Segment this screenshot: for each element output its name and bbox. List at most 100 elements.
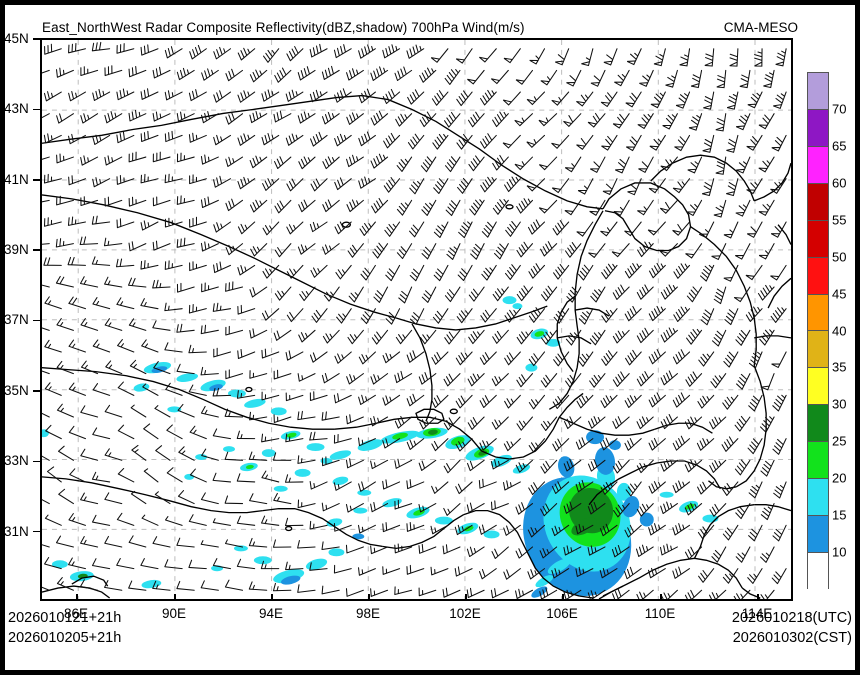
- wind-barb: [309, 221, 328, 233]
- wind-barb: [42, 586, 50, 591]
- wind-barb: [92, 383, 111, 396]
- wind-barb: [68, 42, 86, 54]
- wind-barb: [636, 589, 654, 599]
- wind-barb: [236, 515, 256, 526]
- wind-barb: [189, 468, 207, 483]
- wind-barb: [237, 133, 256, 146]
- wind-barb: [68, 513, 86, 526]
- wind-barb: [711, 546, 727, 563]
- wind-barb: [321, 411, 340, 421]
- wind-barb: [492, 154, 509, 171]
- wind-barb: [504, 394, 521, 409]
- colorbar-band: [808, 405, 828, 443]
- wind-barb: [272, 582, 292, 592]
- wind-barb: [430, 524, 449, 535]
- wind-barb: [321, 456, 340, 467]
- wind-barb: [309, 43, 328, 58]
- wind-barb: [115, 258, 135, 268]
- wind-barb: [754, 48, 763, 67]
- colorbar-band: [808, 442, 828, 480]
- wind-barb: [466, 502, 485, 513]
- wind-barb: [490, 500, 509, 511]
- wind-barb: [650, 91, 666, 109]
- wind-barb: [421, 199, 437, 216]
- wind-barb: [590, 156, 606, 174]
- wind-barb: [771, 351, 787, 369]
- wind-barb: [733, 286, 751, 303]
- wind-barb: [626, 48, 642, 66]
- wind-barb: [516, 373, 534, 388]
- wind-barb: [333, 564, 352, 574]
- wind-barb: [321, 541, 340, 550]
- map-boundaries: [42, 94, 791, 599]
- wind-barb: [79, 276, 99, 288]
- colorbar-tick: 10: [832, 544, 847, 560]
- wind-barb: [409, 221, 425, 238]
- wind-barb: [625, 349, 642, 366]
- wind-barb: [274, 199, 292, 214]
- wind-barb: [672, 178, 691, 194]
- wind-barb: [44, 296, 62, 310]
- wind-barb: [614, 69, 630, 87]
- wind-barb: [213, 221, 232, 233]
- wind-barb: [309, 351, 328, 363]
- wind-barb: [225, 369, 244, 380]
- wind-barb: [383, 132, 401, 149]
- wind-barb: [224, 579, 244, 591]
- wind-barb: [91, 256, 111, 266]
- wind-barb: [624, 305, 642, 322]
- wind-barb: [80, 196, 99, 207]
- wind-barb: [612, 588, 630, 599]
- wind-barb: [262, 178, 280, 191]
- wind-barb: [746, 178, 763, 195]
- colorbar[interactable]: [807, 72, 829, 590]
- wind-barb: [723, 221, 739, 239]
- wind-barb: [44, 43, 62, 55]
- wind-barb: [309, 481, 328, 490]
- wind-barb: [624, 524, 642, 538]
- wind-barb: [80, 155, 99, 166]
- wind-barb: [551, 568, 570, 579]
- wind-barb: [624, 438, 642, 451]
- wind-barb: [735, 546, 751, 563]
- wind-barb: [44, 339, 62, 353]
- colorbar-tick: 35: [832, 359, 847, 375]
- wind-barb: [566, 69, 582, 87]
- wind-barb: [770, 221, 787, 238]
- wind-barb: [116, 131, 135, 144]
- wind-barb: [394, 543, 413, 554]
- colorbar-tick: 30: [832, 396, 847, 412]
- wind-barb: [684, 589, 703, 599]
- wind-barb: [189, 174, 207, 185]
- wind-barb: [394, 586, 413, 596]
- wind-barb: [261, 133, 280, 146]
- wind-barb: [612, 416, 630, 429]
- wind-barb: [370, 545, 389, 555]
- wind-barb: [613, 199, 630, 217]
- wind-barb: [128, 277, 147, 288]
- wind-barb: [323, 286, 340, 302]
- wind-barb: [261, 470, 280, 483]
- wind-barb: [284, 474, 304, 483]
- wind-barb: [759, 329, 775, 346]
- wind-barb: [212, 472, 232, 483]
- wind-barb: [80, 360, 99, 375]
- wind-barb: [726, 91, 739, 110]
- wind-barb: [726, 134, 739, 153]
- init-time-cst: 2026010205+21h: [8, 630, 122, 646]
- wind-barb: [261, 348, 280, 359]
- wind-barb: [581, 48, 594, 67]
- wind-barb: [431, 438, 449, 452]
- wind-barb: [56, 535, 74, 548]
- wind-barb: [455, 394, 473, 409]
- wind-barb: [213, 90, 232, 103]
- wind-barb: [164, 559, 183, 570]
- wind-barb: [200, 241, 219, 252]
- wind-barb: [165, 516, 183, 526]
- wind-barb: [552, 219, 570, 236]
- wind-barb: [760, 503, 775, 521]
- wind-barb: [360, 264, 376, 281]
- map-plot-area[interactable]: [40, 38, 793, 601]
- wind-barb: [140, 298, 159, 310]
- wind-barb: [249, 155, 268, 169]
